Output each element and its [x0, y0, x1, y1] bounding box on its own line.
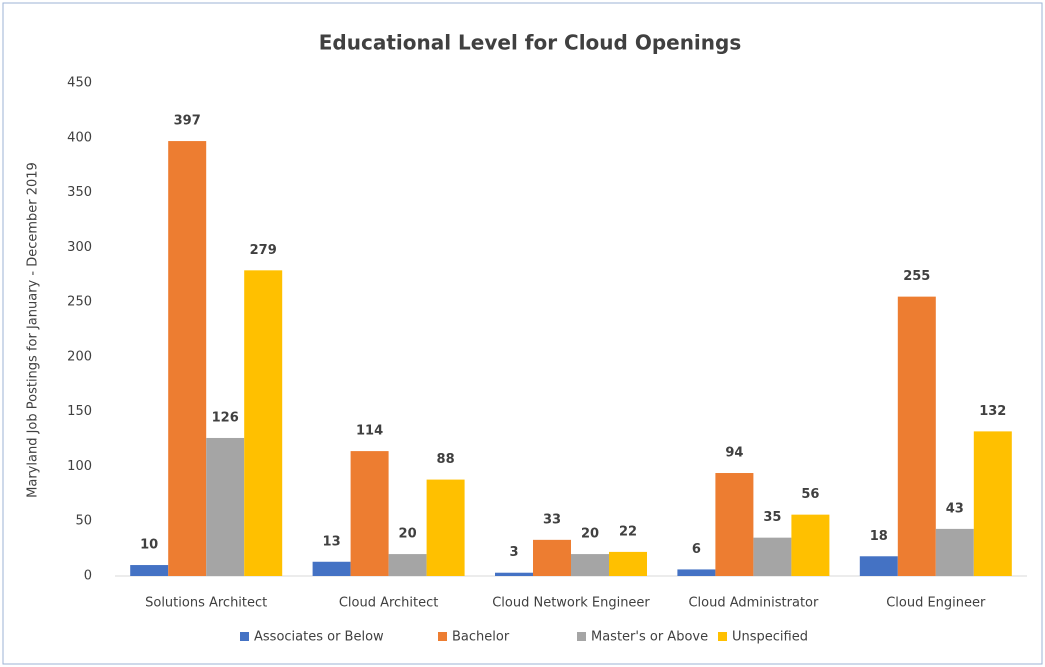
data-label: 3	[509, 545, 518, 560]
legend-swatch	[577, 632, 586, 641]
bar	[350, 451, 389, 576]
data-label: 88	[437, 452, 455, 467]
bar	[791, 514, 830, 576]
bar	[495, 572, 533, 576]
y-tick-label: 250	[67, 295, 92, 310]
bar	[312, 561, 351, 576]
y-axis-label: Maryland Job Postings for January - Dece…	[26, 162, 41, 498]
x-tick-label: Cloud Architect	[339, 596, 439, 611]
bar	[388, 554, 427, 576]
y-tick-label: 0	[84, 569, 92, 584]
bar	[244, 270, 283, 576]
y-tick-label: 50	[75, 514, 92, 529]
bar	[206, 437, 245, 576]
data-label: 20	[581, 527, 599, 542]
bar	[859, 556, 898, 576]
x-tick-label: Cloud Engineer	[886, 596, 986, 611]
data-label: 18	[870, 529, 888, 544]
data-label: 20	[399, 527, 417, 542]
data-label: 13	[323, 534, 341, 549]
bar	[973, 431, 1012, 576]
data-label: 255	[903, 269, 930, 284]
bar	[426, 479, 465, 576]
legend-label: Bachelor	[452, 630, 510, 645]
data-label: 22	[619, 524, 637, 539]
data-label: 10	[140, 538, 158, 553]
chart-title: Educational Level for Cloud Openings	[319, 31, 742, 55]
data-label: 132	[979, 404, 1006, 419]
data-label: 114	[356, 424, 383, 439]
legend-label: Associates or Below	[254, 630, 384, 645]
legend-label: Master's or Above	[591, 630, 708, 645]
bar	[168, 141, 207, 576]
x-tick-label: Solutions Architect	[145, 596, 267, 611]
data-label: 6	[692, 542, 701, 557]
y-tick-label: 450	[67, 76, 92, 91]
x-tick-label: Cloud Network Engineer	[492, 596, 650, 611]
bar	[715, 473, 754, 576]
bar	[533, 539, 571, 576]
data-label: 35	[763, 510, 781, 525]
bar	[130, 565, 169, 576]
legend-swatch	[240, 632, 249, 641]
data-label: 126	[212, 410, 239, 425]
bar	[753, 537, 792, 576]
data-label: 94	[725, 446, 743, 461]
y-tick-label: 100	[67, 459, 92, 474]
data-label: 56	[801, 487, 819, 502]
bar	[677, 569, 716, 576]
legend-label: Unspecified	[732, 630, 808, 645]
bar	[609, 551, 647, 576]
y-tick-label: 200	[67, 349, 92, 364]
bar	[571, 554, 609, 576]
y-tick-label: 150	[67, 404, 92, 419]
y-tick-label: 350	[67, 185, 92, 200]
bar	[897, 296, 936, 576]
y-tick-label: 300	[67, 240, 92, 255]
data-label: 43	[946, 501, 964, 516]
data-label: 279	[250, 243, 277, 258]
data-label: 397	[174, 114, 201, 129]
x-tick-label: Cloud Administrator	[688, 596, 819, 611]
legend-swatch	[718, 632, 727, 641]
y-tick-label: 400	[67, 130, 92, 145]
legend-swatch	[438, 632, 447, 641]
data-label: 33	[543, 512, 561, 527]
bar	[935, 528, 974, 576]
